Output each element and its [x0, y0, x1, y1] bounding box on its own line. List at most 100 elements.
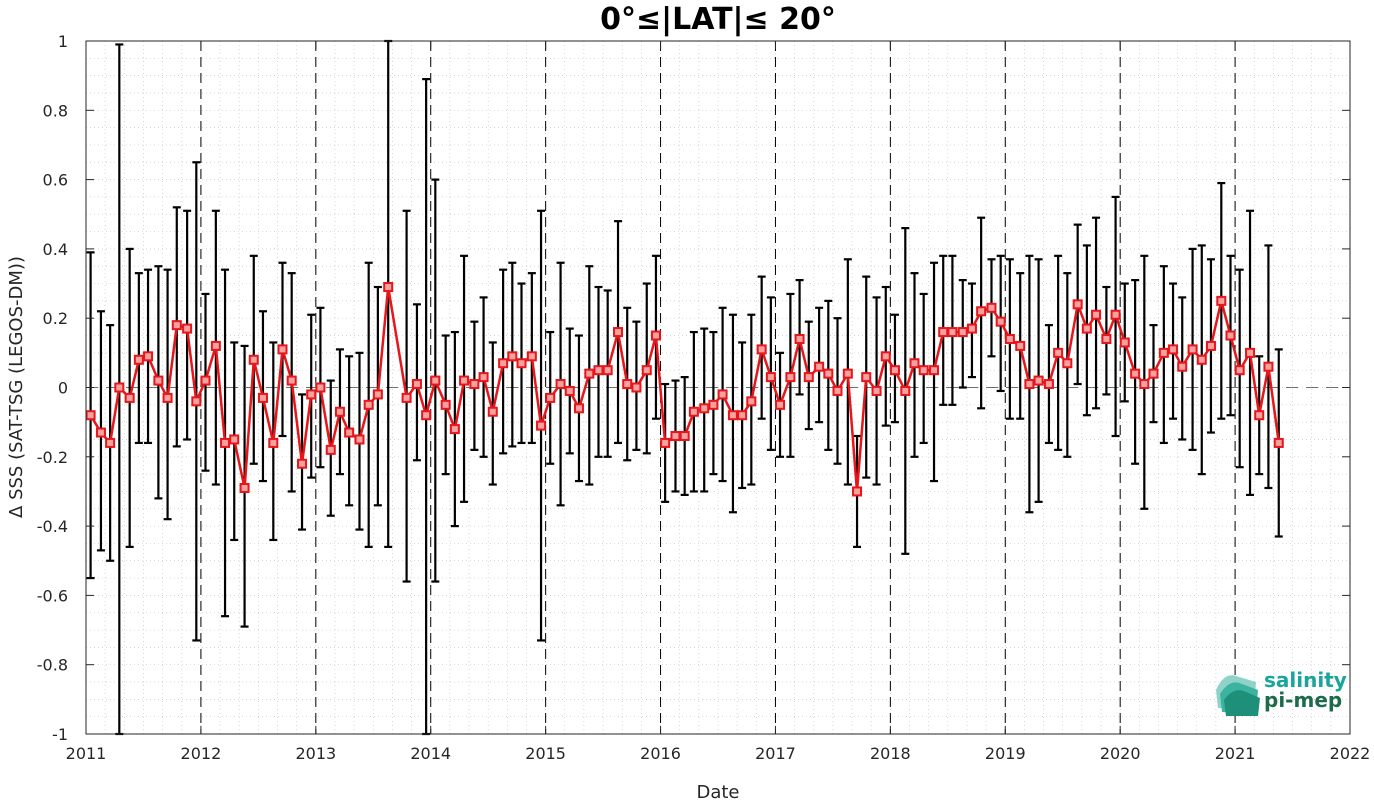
data-point: [95, 427, 106, 438]
logo-text-salinity: salinity: [1264, 668, 1347, 692]
data-point: [449, 424, 460, 435]
data-point: [823, 368, 834, 379]
x-tick-label: 2019: [985, 744, 1026, 763]
data-point: [1225, 330, 1236, 341]
data-point: [641, 365, 652, 376]
data-point: [1205, 340, 1216, 351]
data-point: [286, 375, 297, 386]
data-point: [1043, 379, 1054, 390]
data-point: [200, 375, 211, 386]
data-point: [613, 327, 624, 338]
data-point: [765, 372, 776, 383]
data-point: [966, 323, 977, 334]
data-point: [861, 372, 872, 383]
x-tick-label: 2013: [295, 744, 336, 763]
data-point: [1033, 375, 1044, 386]
data-point: [372, 389, 383, 400]
data-point: [900, 385, 911, 396]
data-point: [526, 351, 537, 362]
data-point: [1081, 323, 1092, 334]
data-point: [555, 379, 566, 390]
data-point: [775, 399, 786, 410]
series-line: [89, 285, 1281, 493]
y-tick-label: 0: [58, 379, 68, 398]
data-point: [239, 482, 250, 493]
data-point: [1273, 437, 1284, 448]
data-point: [478, 372, 489, 383]
data-point: [430, 375, 441, 386]
y-tick-label: -0.8: [37, 656, 68, 675]
x-tick-label: 2012: [181, 744, 222, 763]
y-tick-label: 0.6: [43, 171, 68, 190]
data-point: [153, 375, 164, 386]
data-point: [363, 399, 374, 410]
data-point: [1158, 347, 1169, 358]
data-point: [1148, 368, 1159, 379]
y-tick-label: 1: [58, 32, 68, 51]
data-point: [1196, 354, 1207, 365]
axis-ticks: [85, 40, 1351, 735]
x-tick-label: 2018: [870, 744, 911, 763]
data-point: [918, 365, 929, 376]
series-markers: [85, 282, 1284, 497]
series-polyline: [89, 285, 1281, 493]
data-point: [852, 486, 863, 497]
x-tick-label: 2014: [410, 744, 451, 763]
data-point: [1139, 379, 1150, 390]
data-point: [210, 340, 221, 351]
data-point: [746, 396, 757, 407]
y-tick-label: 0.2: [43, 309, 68, 328]
data-point: [957, 327, 968, 338]
data-point: [1216, 295, 1227, 306]
data-point: [440, 399, 451, 410]
salinity-pi-mep-logo: salinity pi-mep: [1216, 668, 1347, 716]
data-point: [679, 431, 690, 442]
data-point: [325, 444, 336, 455]
data-point: [306, 389, 317, 400]
data-point: [1091, 309, 1102, 320]
data-point: [1245, 347, 1256, 358]
data-point: [469, 379, 480, 390]
data-point: [670, 431, 681, 442]
data-point: [842, 368, 853, 379]
data-point: [124, 392, 135, 403]
data-point: [133, 354, 144, 365]
data-point: [593, 365, 604, 376]
data-point: [487, 406, 498, 417]
data-point: [182, 323, 193, 334]
data-point: [257, 392, 268, 403]
data-point: [688, 406, 699, 417]
data-point: [459, 375, 470, 386]
data-point: [573, 403, 584, 414]
y-tick-label: -1: [52, 725, 68, 744]
data-point: [1053, 347, 1064, 358]
y-tick-label: -0.2: [37, 448, 68, 467]
data-point: [880, 351, 891, 362]
data-point: [421, 410, 432, 421]
data-point: [871, 385, 882, 396]
y-tick-labels: -1 -0.8 -0.6 -0.4 -0.2 0 0.2 0.4 0.6 0.8 1: [37, 32, 68, 744]
x-tick-labels: 2011 2012 2013 2014 2015 2016 2017 2018 2019 2020…: [66, 744, 1371, 763]
data-point: [114, 382, 125, 393]
data-point: [411, 379, 422, 390]
data-point: [297, 458, 308, 469]
data-point: [334, 406, 345, 417]
year-gridlines: [200, 41, 1236, 734]
data-point: [220, 437, 231, 448]
data-point: [909, 358, 920, 369]
data-point: [498, 358, 509, 369]
x-tick-label: 2020: [1100, 744, 1141, 763]
data-point: [344, 427, 355, 438]
data-point: [938, 327, 949, 338]
data-point: [1119, 337, 1130, 348]
data-point: [631, 382, 642, 393]
data-point: [1168, 344, 1179, 355]
data-point: [268, 437, 279, 448]
x-tick-label: 2017: [755, 744, 796, 763]
data-point: [794, 333, 805, 344]
y-tick-label: 0.8: [43, 101, 68, 120]
data-point: [85, 410, 96, 421]
data-point: [708, 399, 719, 410]
data-point: [277, 344, 288, 355]
logo-text-pi-mep: pi-mep: [1264, 688, 1342, 712]
